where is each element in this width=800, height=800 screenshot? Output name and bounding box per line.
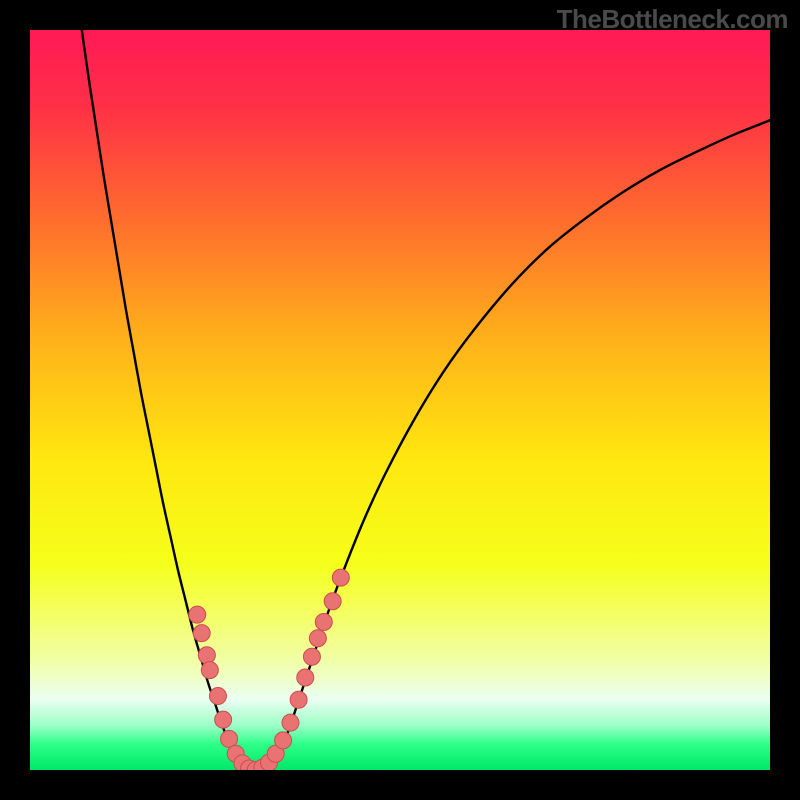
data-marker [303,648,320,665]
data-marker [215,711,232,728]
data-marker [315,614,332,631]
data-marker [189,606,206,623]
data-marker [290,691,307,708]
plot-area [30,30,770,770]
data-marker [201,662,218,679]
data-marker [282,714,299,731]
chart-frame: TheBottleneck.com [0,0,800,800]
data-marker [297,669,314,686]
bottleneck-chart [30,30,770,770]
data-marker [324,593,341,610]
data-marker [209,688,226,705]
watermark-text: TheBottleneck.com [557,4,788,35]
data-marker [193,625,210,642]
data-marker [309,630,326,647]
data-marker [332,569,349,586]
gradient-background [30,30,770,770]
data-marker [275,732,292,749]
data-marker [198,647,215,664]
